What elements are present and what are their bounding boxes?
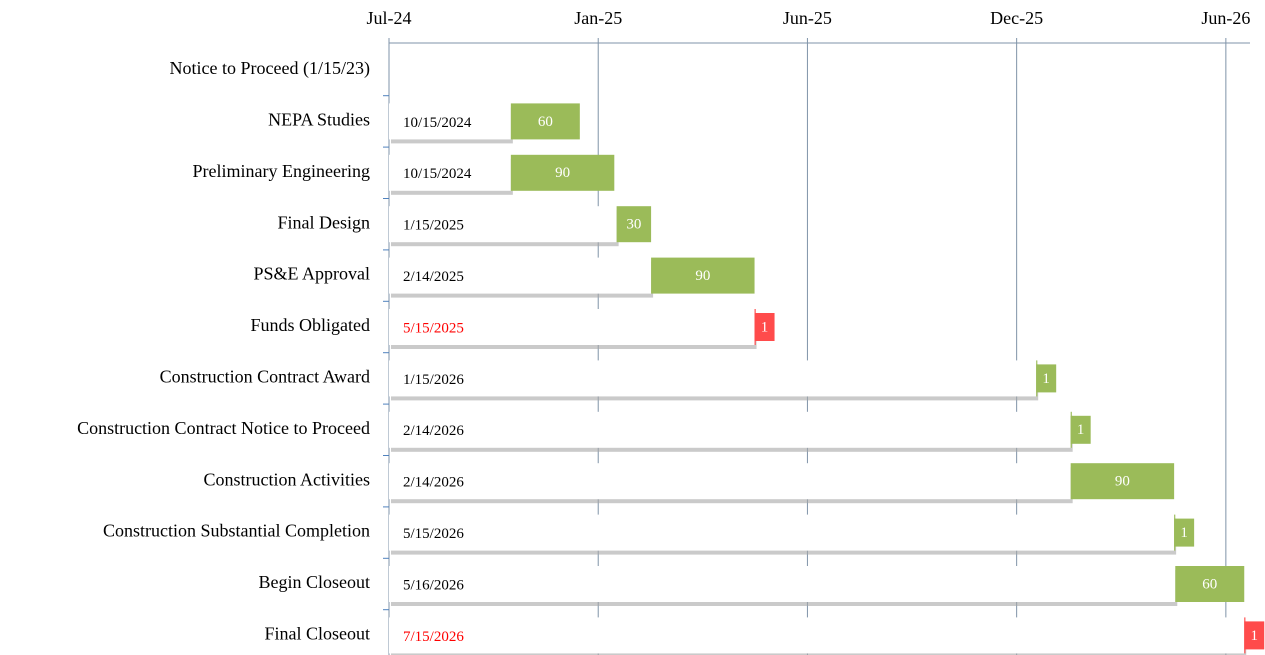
start-bar bbox=[389, 360, 1037, 397]
start-label: 2/14/2026 bbox=[403, 423, 464, 439]
start-bar bbox=[389, 514, 1175, 551]
category-label: PS&E Approval bbox=[253, 264, 370, 284]
category-label: Construction Substantial Completion bbox=[103, 521, 370, 541]
category-label: Final Closeout bbox=[264, 624, 370, 644]
start-bar bbox=[389, 617, 1245, 654]
start-bar bbox=[389, 206, 617, 243]
start-label: 7/15/2026 bbox=[403, 629, 464, 645]
data-label: 90 bbox=[1115, 474, 1130, 490]
x-tick-label: Jul-24 bbox=[367, 8, 412, 28]
category-label: Preliminary Engineering bbox=[193, 161, 370, 181]
duration-bar-label-bg bbox=[1070, 415, 1091, 444]
duration-bar bbox=[616, 206, 652, 243]
start-label: 5/16/2026 bbox=[403, 577, 464, 593]
start-bar bbox=[389, 463, 1071, 500]
data-label: 1 bbox=[1180, 525, 1188, 541]
start-label: 1/15/2025 bbox=[403, 218, 464, 234]
duration-bar-label-bg bbox=[1036, 364, 1057, 393]
duration-bar-label-bg bbox=[1244, 621, 1265, 650]
start-bar bbox=[389, 257, 652, 294]
start-label: 2/14/2026 bbox=[403, 475, 464, 491]
duration-bar bbox=[1175, 566, 1245, 602]
start-bar bbox=[389, 103, 511, 140]
duration-bar bbox=[651, 257, 755, 294]
start-label: 10/15/2024 bbox=[403, 115, 472, 131]
x-tick-label: Jun-25 bbox=[783, 8, 832, 28]
category-label: Final Design bbox=[278, 212, 371, 232]
x-tick-label: Jan-25 bbox=[574, 8, 622, 28]
duration-bar-label-bg bbox=[1174, 518, 1195, 547]
duration-bar-label-bg bbox=[754, 313, 775, 341]
data-label: 60 bbox=[1202, 576, 1217, 592]
data-label: 1 bbox=[1077, 422, 1085, 438]
start-label: 2/14/2025 bbox=[403, 269, 464, 285]
start-label: 5/15/2025 bbox=[403, 320, 464, 336]
data-label: 1 bbox=[1042, 371, 1050, 387]
start-bar bbox=[389, 411, 1071, 448]
start-bar bbox=[389, 154, 511, 191]
start-bar bbox=[389, 566, 1176, 602]
category-label: Notice to Proceed (1/15/23) bbox=[170, 58, 370, 79]
start-label: 1/15/2026 bbox=[403, 372, 464, 388]
category-label: NEPA Studies bbox=[268, 110, 370, 130]
data-label: 1 bbox=[761, 319, 769, 335]
data-label: 30 bbox=[626, 217, 641, 233]
duration-bar bbox=[510, 154, 615, 191]
x-tick-label: Jun-26 bbox=[1201, 8, 1250, 28]
category-label: Begin Closeout bbox=[259, 572, 371, 592]
start-label: 10/15/2024 bbox=[403, 166, 472, 182]
duration-bar bbox=[510, 103, 580, 140]
category-label: Construction Activities bbox=[204, 469, 371, 489]
data-label: 1 bbox=[1251, 628, 1259, 644]
start-label: 5/15/2026 bbox=[403, 526, 464, 542]
category-label: Construction Contract Notice to Proceed bbox=[77, 418, 370, 438]
category-label: Funds Obligated bbox=[251, 315, 371, 335]
x-tick-label: Dec-25 bbox=[990, 8, 1043, 28]
start-bar bbox=[389, 309, 755, 345]
duration-bar bbox=[1070, 463, 1175, 500]
data-label: 60 bbox=[538, 114, 553, 130]
data-label: 90 bbox=[555, 165, 570, 181]
category-label: Construction Contract Award bbox=[160, 367, 370, 387]
data-label: 90 bbox=[695, 268, 710, 284]
